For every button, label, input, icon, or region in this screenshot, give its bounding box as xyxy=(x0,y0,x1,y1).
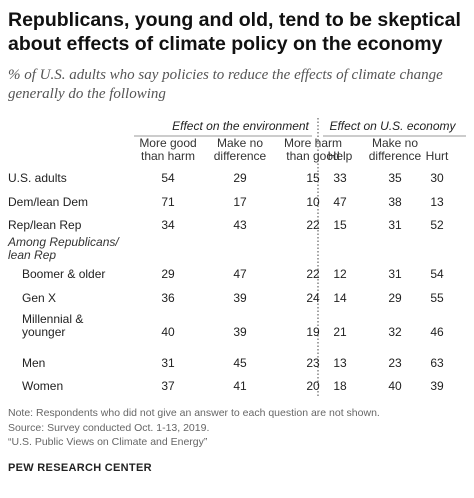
chart-subtitle: % of U.S. adults who say policies to red… xyxy=(8,67,443,102)
section-header: lean Rep xyxy=(8,248,56,262)
cell-value: 46 xyxy=(430,325,444,339)
cell-value: 30 xyxy=(430,171,444,185)
column-header: difference xyxy=(214,149,267,163)
column-header: More good xyxy=(139,136,196,150)
cell-value: 17 xyxy=(233,195,247,209)
cell-value: 55 xyxy=(430,291,444,305)
row-label: Boomer & older xyxy=(22,267,105,281)
column-header: than harm xyxy=(141,149,195,163)
cell-value: 54 xyxy=(161,171,175,185)
row-label: Millennial & xyxy=(22,312,83,326)
cell-value: 40 xyxy=(161,325,175,339)
cell-value: 41 xyxy=(233,379,247,393)
cell-value: 31 xyxy=(161,356,175,370)
row-label: Rep/lean Rep xyxy=(8,218,82,232)
cell-value: 14 xyxy=(333,291,347,305)
report-title: “U.S. Public Views on Climate and Energy… xyxy=(8,436,208,448)
column-header: difference xyxy=(369,149,422,163)
cell-value: 39 xyxy=(233,291,247,305)
row-label: Dem/lean Dem xyxy=(8,195,88,209)
source-text: Source: Survey conducted Oct. 1-13, 2019… xyxy=(8,421,210,434)
cell-value: 23 xyxy=(388,356,402,370)
section-header: Among Republicans/ xyxy=(7,235,120,249)
chart-title: Republicans, young and old, tend to be s… xyxy=(8,9,461,55)
chart-table: Effect on the environment Effect on U.S. … xyxy=(7,118,466,398)
row-label: Men xyxy=(22,356,45,370)
row-label: U.S. adults xyxy=(8,171,67,185)
cell-value: 35 xyxy=(388,171,402,185)
column-header: Help xyxy=(328,149,353,163)
cell-value: 34 xyxy=(161,218,175,232)
cell-value: 52 xyxy=(430,218,444,232)
row-label: younger xyxy=(22,325,65,339)
cell-value: 43 xyxy=(233,218,247,232)
cell-value: 29 xyxy=(233,171,247,185)
cell-value: 29 xyxy=(161,267,175,281)
cell-value: 54 xyxy=(430,267,444,281)
cell-value: 18 xyxy=(333,379,347,393)
cell-value: 10 xyxy=(306,195,320,209)
cell-value: 31 xyxy=(388,218,402,232)
row-label: Gen X xyxy=(22,291,56,305)
column-header: than good xyxy=(286,149,339,163)
cell-value: 39 xyxy=(233,325,247,339)
cell-value: 31 xyxy=(388,267,402,281)
notes: Note: Respondents who did not give an an… xyxy=(8,406,468,450)
cell-value: 71 xyxy=(161,195,175,209)
cell-value: 15 xyxy=(333,218,347,232)
source-org: PEW RESEARCH CENTER xyxy=(8,462,152,474)
cell-value: 21 xyxy=(333,325,347,339)
cell-value: 40 xyxy=(388,379,402,393)
cell-value: 45 xyxy=(233,356,247,370)
cell-value: 38 xyxy=(388,195,402,209)
note-text: Note: Respondents who did not give an an… xyxy=(8,407,380,419)
cell-value: 24 xyxy=(306,291,320,305)
cell-value: 47 xyxy=(333,195,347,209)
cell-value: 12 xyxy=(333,267,347,281)
cell-value: 19 xyxy=(306,325,320,339)
cell-value: 29 xyxy=(388,291,402,305)
row-label: Women xyxy=(22,379,63,393)
cell-value: 37 xyxy=(161,379,175,393)
group-label-environment: Effect on the environment xyxy=(172,119,309,133)
cell-value: 13 xyxy=(333,356,347,370)
cell-value: 33 xyxy=(333,171,347,185)
column-header: Make no xyxy=(372,136,418,150)
cell-value: 22 xyxy=(306,218,320,232)
column-header: Make no xyxy=(217,136,263,150)
cell-value: 23 xyxy=(306,356,320,370)
column-header: More harm xyxy=(284,136,342,150)
cell-value: 32 xyxy=(388,325,402,339)
cell-value: 39 xyxy=(430,379,444,393)
cell-value: 15 xyxy=(306,171,320,185)
cell-value: 36 xyxy=(161,291,175,305)
cell-value: 13 xyxy=(430,195,444,209)
cell-value: 22 xyxy=(306,267,320,281)
cell-value: 47 xyxy=(233,267,247,281)
group-label-economy: Effect on U.S. economy xyxy=(329,119,456,133)
cell-value: 63 xyxy=(430,356,444,370)
cell-value: 20 xyxy=(306,379,320,393)
column-header: Hurt xyxy=(426,149,449,163)
